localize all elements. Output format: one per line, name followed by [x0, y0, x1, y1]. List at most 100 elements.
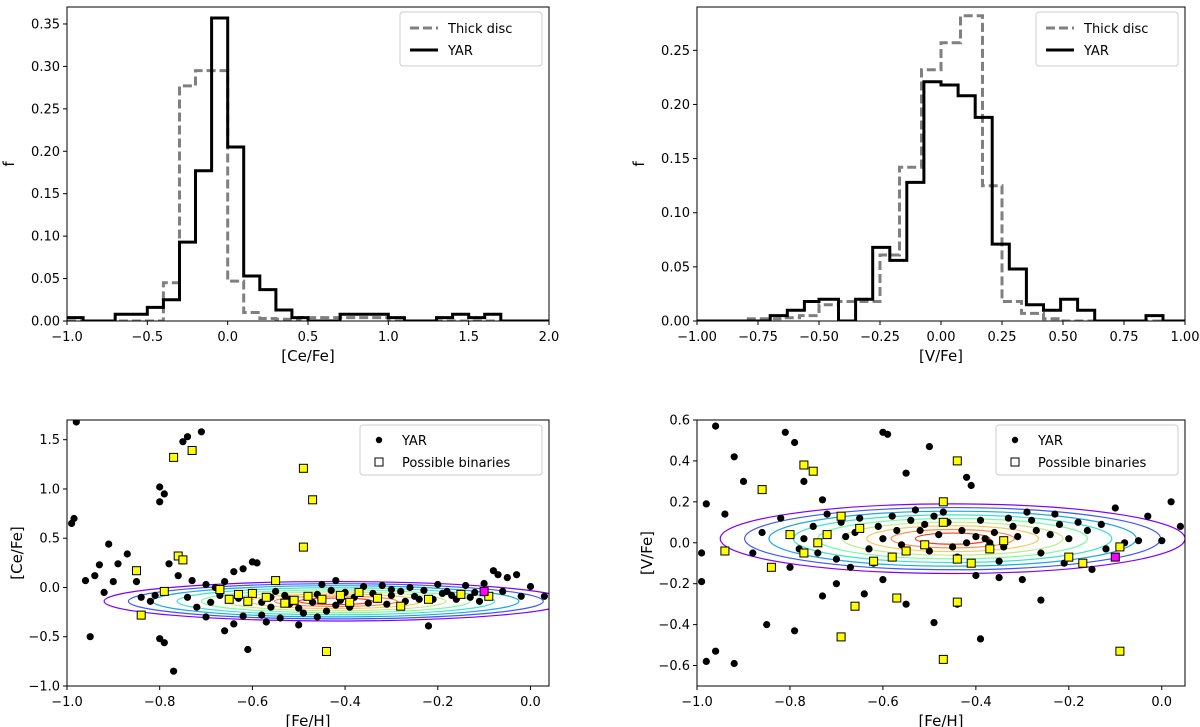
binary-point: [799, 460, 809, 470]
y-tick-label: 0.0: [39, 581, 60, 596]
y-tick-label: −0.4: [658, 618, 690, 633]
yar-point: [230, 568, 238, 576]
yar-point: [930, 619, 938, 627]
binary-point: [424, 594, 433, 604]
y-tick-label: 0.35: [31, 17, 60, 32]
yar-point: [990, 528, 999, 537]
binary-point: [1115, 646, 1125, 656]
binary-point: [456, 589, 466, 599]
x-tick-label: −0.2: [1053, 695, 1085, 710]
y-axis-label: f: [0, 161, 18, 167]
y-tick-label: 0.5: [39, 532, 60, 547]
yar-point: [698, 549, 706, 557]
x-axis-label: [Fe/H]: [918, 712, 963, 727]
legend-label: Possible binaries: [402, 456, 511, 471]
x-tick-label: 1.0: [378, 330, 399, 345]
plot-area: [67, 16, 549, 321]
yar-point: [1018, 576, 1026, 584]
x-tick-label: 2.0: [539, 330, 560, 345]
y-tick-label: 0.2: [669, 495, 690, 510]
yar-point: [1134, 537, 1143, 545]
yar-point: [202, 613, 210, 621]
x-tick-label: −0.8: [774, 695, 806, 710]
yar-point: [434, 580, 442, 589]
yar-point: [846, 563, 855, 571]
yar-point: [1023, 508, 1031, 516]
yar-point: [995, 557, 1003, 565]
yar-point: [318, 580, 326, 589]
yar-point: [921, 520, 929, 529]
yar-point: [749, 549, 757, 557]
binary-point: [999, 536, 1009, 546]
yar-point: [258, 611, 266, 619]
yar-point: [814, 549, 822, 557]
legend-box: [359, 424, 543, 476]
yar-point: [197, 428, 205, 436]
y-tick-label: −0.5: [28, 630, 60, 645]
yar-point: [132, 578, 141, 586]
binary-point: [335, 590, 345, 600]
x-tick-label: −0.4: [329, 695, 361, 710]
x-tick-label: −1.0: [681, 695, 713, 710]
x-tick-label: 0.75: [1110, 330, 1139, 345]
yar-point: [1088, 565, 1096, 574]
yar-point: [499, 587, 507, 596]
binary-point: [303, 591, 313, 601]
series-line-yar: [697, 80, 1185, 321]
yar-point: [925, 443, 934, 451]
x-axis-label: [V/Fe]: [919, 347, 963, 365]
binary-point: [178, 555, 188, 565]
yar-point: [893, 526, 901, 535]
x-tick-label: 0.5: [298, 330, 319, 345]
y-tick-label: 0.30: [31, 60, 60, 75]
binary-point: [966, 558, 976, 568]
legend-label: YAR: [1083, 44, 1109, 59]
binary-point: [271, 576, 281, 586]
yar-point: [239, 612, 247, 620]
yar-point: [1055, 520, 1064, 529]
yar-point: [730, 659, 738, 668]
x-tick-label: −1.0: [51, 330, 83, 345]
yar-point: [151, 591, 159, 600]
x-tick-label: 0.00: [927, 330, 956, 345]
binary-point: [322, 647, 331, 656]
y-tick-label: −1.0: [28, 680, 60, 695]
yar-point: [879, 535, 887, 543]
yar-point: [70, 514, 78, 523]
yar-point: [81, 577, 90, 585]
yar-point: [494, 571, 502, 579]
y-tick-label: 0.20: [31, 145, 60, 160]
yar-point: [202, 580, 210, 589]
x-tick-label: 0.50: [1049, 330, 1078, 345]
yar-point: [295, 604, 303, 612]
plot-area: [698, 422, 1185, 668]
yar-point: [1097, 520, 1105, 529]
yar-point: [930, 512, 938, 520]
binary-point: [136, 610, 146, 620]
legend-label: Thick disc: [1083, 22, 1148, 37]
yar-point: [1144, 512, 1152, 520]
binary-point: [855, 523, 865, 533]
y-tick-label: 0.10: [31, 230, 60, 245]
yar-point: [299, 609, 307, 617]
yar-point: [967, 481, 975, 490]
y-axis-label: f: [630, 161, 648, 167]
yar-point: [540, 592, 549, 600]
yar-point: [327, 586, 335, 595]
yar-point: [123, 550, 131, 558]
chart-p2: −1.00 −0.75 −0.50 −0.25 0.00 0.25 0.50 0.75 1.00…: [630, 6, 1200, 365]
x-axis-label: [Ce/Fe]: [281, 347, 335, 365]
yar-point: [1102, 545, 1110, 553]
y-tick-label: −0.2: [658, 577, 690, 592]
binary-point: [822, 530, 832, 540]
yar-point: [1009, 522, 1017, 531]
yar-point: [378, 581, 386, 590]
yar-point: [911, 506, 920, 514]
binary-point: [224, 594, 234, 604]
binary-point: [938, 497, 948, 507]
binary-point: [1078, 558, 1088, 568]
x-tick-label: 1.00: [1171, 330, 1200, 345]
density-contour: [719, 503, 1185, 575]
binary-point: [215, 585, 225, 594]
